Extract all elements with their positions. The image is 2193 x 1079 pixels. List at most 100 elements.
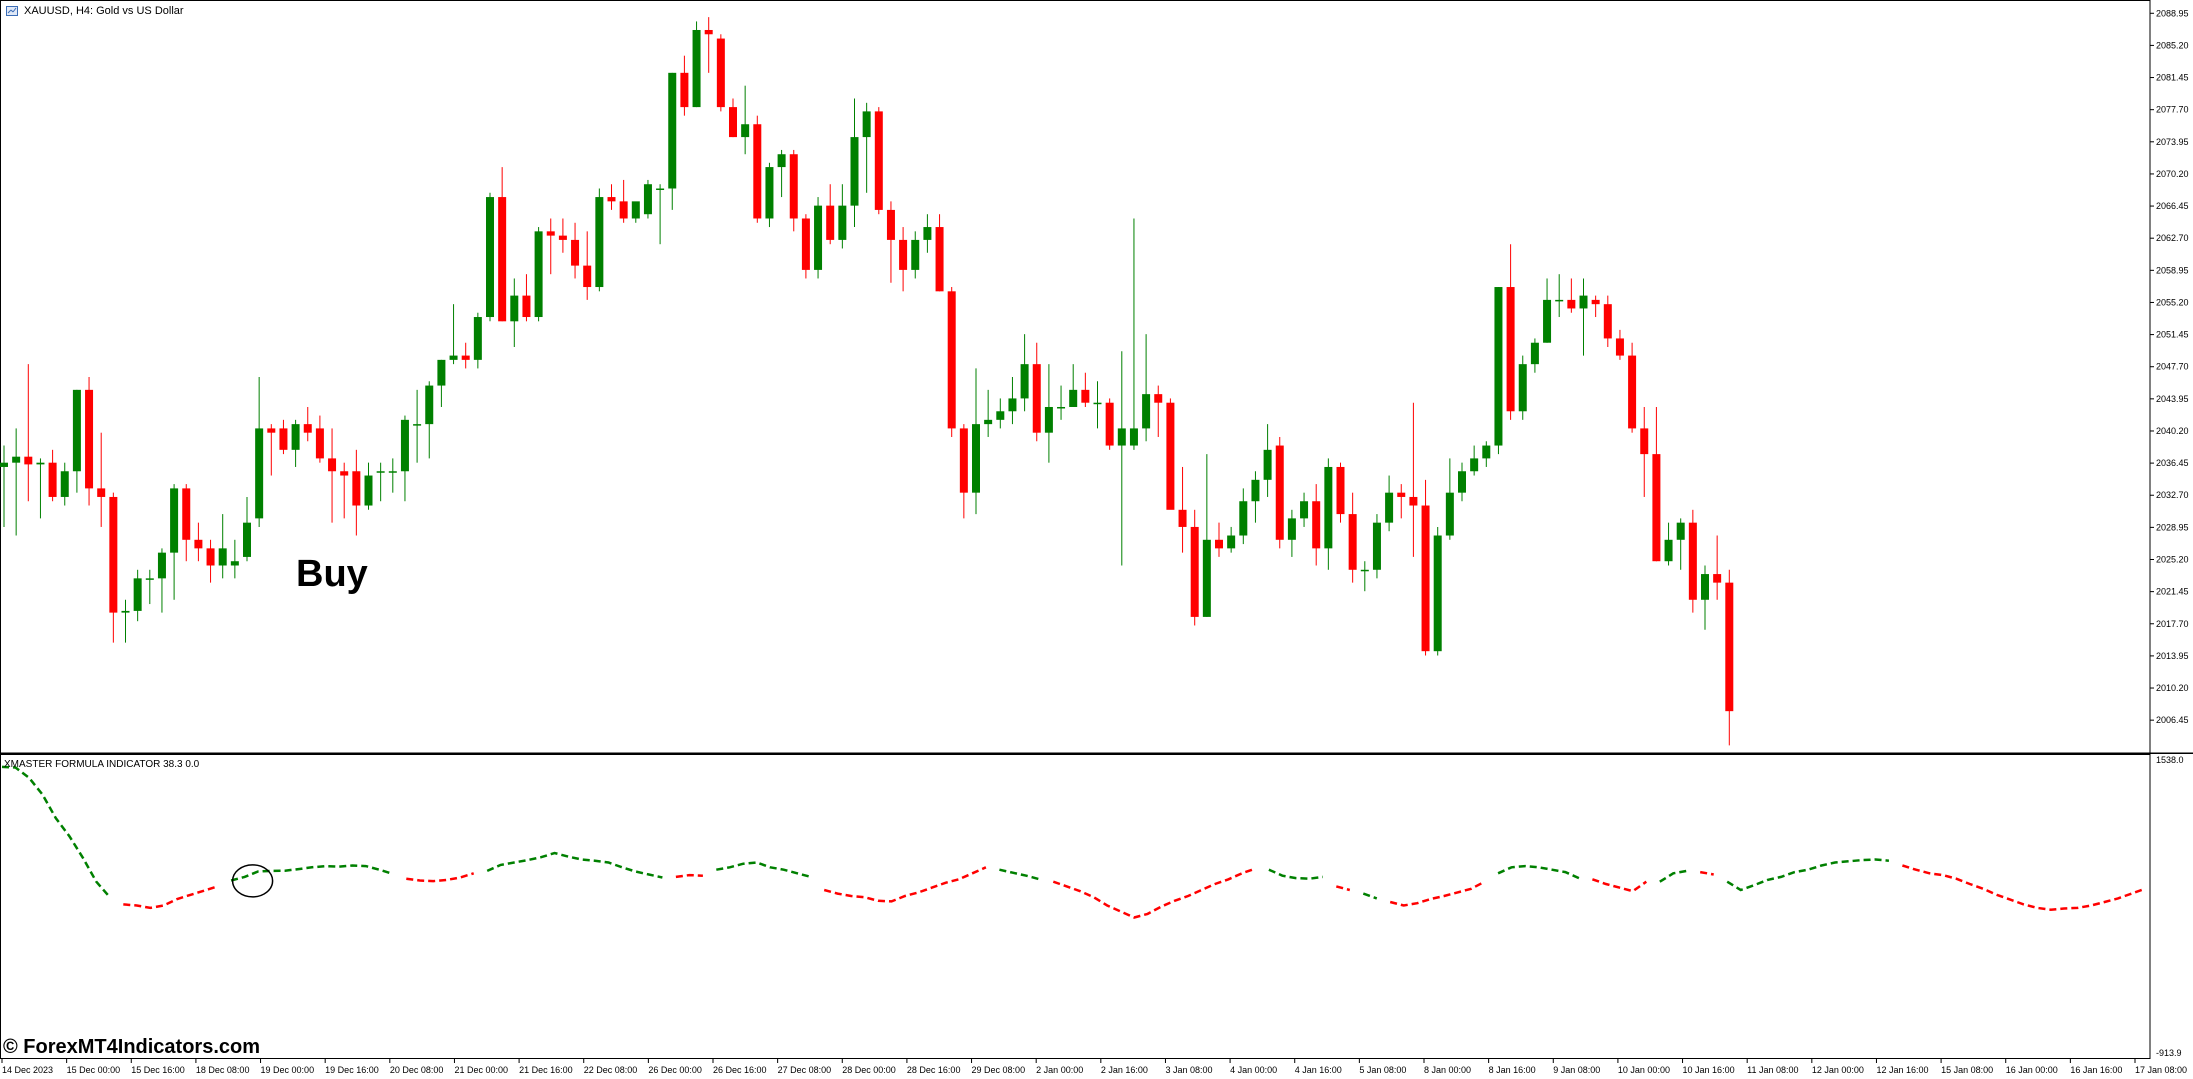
indicator-segment [999, 868, 1041, 881]
candle-body [243, 522, 251, 557]
indicator-segment [1, 765, 111, 899]
candle [1409, 402, 1418, 557]
indicator-segment [1591, 878, 1648, 893]
candle [1336, 462, 1345, 523]
candle [437, 359, 446, 407]
candle-body [1263, 449, 1272, 480]
candle-body [1433, 535, 1442, 652]
time-tick-label: 12 Jan 00:00 [1812, 1065, 1864, 1075]
candle [498, 167, 507, 322]
candle-body [1445, 492, 1454, 536]
indicator-panel[interactable]: 1538.0 -913.9 [0, 754, 2193, 1059]
time-tick-label: 4 Jan 00:00 [1230, 1065, 1277, 1075]
time-tick-label: 19 Dec 16:00 [325, 1065, 379, 1075]
candle [1190, 509, 1199, 626]
candle-body [1312, 501, 1321, 549]
price-tick-label: 2085.20 [2156, 40, 2189, 50]
candle [1543, 278, 1552, 343]
candle-body [1530, 342, 1539, 365]
candle-body [862, 111, 871, 138]
time-tick-label: 15 Dec 00:00 [67, 1065, 121, 1075]
candle-body [1008, 398, 1017, 412]
time-tick-label: 9 Jan 08:00 [1553, 1065, 1600, 1075]
candle-body [1458, 471, 1466, 493]
candle [607, 184, 616, 210]
candle-body [1020, 364, 1029, 399]
candle [1093, 381, 1102, 429]
candle-body [461, 355, 470, 360]
candle [1676, 518, 1685, 570]
candle [255, 377, 264, 527]
time-tick-label: 19 Dec 00:00 [261, 1065, 315, 1075]
time-tick-label: 28 Dec 00:00 [842, 1065, 896, 1075]
indicator-segment [1699, 870, 1714, 876]
price-tick-label: 2010.20 [2156, 683, 2189, 693]
candle-body [534, 231, 543, 318]
candle [449, 304, 458, 365]
candle [1032, 342, 1041, 442]
candle-body [1725, 582, 1734, 712]
candle-body [1372, 522, 1381, 570]
candle-body [1215, 539, 1223, 549]
price-tick-label: 2058.95 [2156, 265, 2189, 275]
time-tick-label: 22 Dec 08:00 [584, 1065, 638, 1075]
candle-body [1567, 299, 1576, 309]
candle-body [765, 167, 774, 219]
candle [36, 458, 45, 519]
price-tick-label: 2077.70 [2156, 105, 2189, 115]
time-tick-label: 3 Jan 08:00 [1165, 1065, 1212, 1075]
price-tick-label: 2006.45 [2156, 715, 2189, 725]
price-tick-label: 2073.95 [2156, 137, 2189, 147]
candle-body [1628, 355, 1637, 429]
candle-body [1579, 295, 1588, 309]
price-chart[interactable]: 2088.95 2085.20 2081.45 2077.70 2073.95 2070.… [0, 0, 2193, 754]
candle-body [170, 488, 179, 553]
candle [704, 17, 713, 73]
candle [643, 179, 652, 219]
candle [935, 214, 944, 292]
candle-body [789, 154, 798, 219]
candle-body [218, 548, 227, 566]
candle-body [0, 462, 8, 467]
candle [243, 496, 251, 562]
candle-body [729, 107, 737, 138]
indicator-segment [230, 864, 394, 882]
candle [109, 492, 118, 643]
candle-body [255, 428, 264, 519]
candle [1215, 522, 1223, 557]
price-tick-label: 2081.45 [2156, 73, 2189, 83]
candle [48, 449, 57, 502]
time-tick-label: 8 Jan 16:00 [1489, 1065, 1536, 1075]
candle-body [437, 359, 446, 386]
candle-body [1142, 394, 1151, 429]
indicator-title: XMASTER FORMULA INDICATOR 38.3 0.0 [4, 759, 200, 770]
indicator-segment [1497, 864, 1580, 880]
candle-body [595, 197, 604, 288]
indicator-axis-top: 1538.0 [2156, 755, 2184, 765]
candle [1591, 295, 1600, 318]
candle-body [753, 124, 762, 219]
candle [133, 569, 142, 622]
candle-body [60, 471, 69, 497]
candle-body [1640, 428, 1649, 455]
candle [692, 21, 701, 108]
candle [595, 188, 604, 292]
indicator-segment [675, 873, 703, 879]
candle-body [1032, 364, 1041, 433]
candle [1300, 492, 1309, 527]
price-tick-label: 2051.45 [2156, 330, 2189, 340]
candle [753, 115, 762, 223]
time-tick-label: 29 Dec 08:00 [972, 1065, 1026, 1075]
candle-body [510, 295, 519, 322]
candle [1312, 484, 1321, 566]
candle-body [1385, 492, 1394, 523]
price-tick-label: 2070.20 [2156, 169, 2189, 179]
candle-body [449, 355, 458, 360]
time-tick-label: 21 Dec 16:00 [519, 1065, 573, 1075]
candle [947, 287, 956, 437]
candle-body [425, 385, 434, 425]
candle [1057, 385, 1066, 420]
candle-body [959, 428, 968, 493]
candle [838, 184, 847, 249]
candle-body [364, 475, 373, 506]
